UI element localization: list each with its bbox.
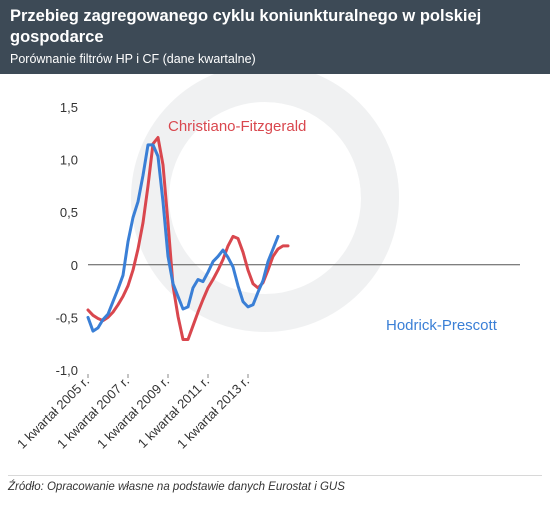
y-tick-label: 0 — [71, 258, 78, 273]
y-tick-label: 1,0 — [60, 153, 78, 168]
x-tick-label: 1 kwartał 2013 r. — [174, 374, 252, 452]
x-tick-label: 1 kwartał 2011 r. — [135, 374, 212, 451]
footer-divider — [8, 475, 542, 476]
chart-title: Przebieg zagregowanego cyklu koniunktura… — [10, 7, 482, 46]
chart-background — [0, 74, 550, 514]
series-label-christiano-fitzgerald: Christiano-Fitzgerald — [168, 118, 306, 135]
x-tick-label: 1 kwartał 2009 r. — [94, 374, 172, 452]
y-axis: -1,0 -0,5 0 0,5 1,0 1,5 — [56, 100, 520, 378]
x-tick-label: 1 kwartał 2005 r. — [14, 374, 92, 452]
y-tick-label: -1,0 — [56, 363, 78, 378]
y-tick-label: 0,5 — [60, 205, 78, 220]
y-tick-label: 1,5 — [60, 100, 78, 115]
series-line-hodrick-prescott — [86, 143, 280, 333]
x-axis: 1 kwartał 2005 r.1 kwartał 2007 r.1 kwar… — [14, 374, 252, 452]
series-line-christiano-fitzgerald — [86, 136, 290, 341]
x-tick-label: 1 kwartał 2007 r. — [54, 374, 132, 452]
series-layer — [86, 136, 290, 341]
chart-subtitle: Porównanie filtrów HP i CF (dane kwartal… — [10, 52, 256, 66]
watermark-logo — [131, 64, 399, 332]
y-tick-label: -0,5 — [56, 310, 78, 325]
source-note: Źródło: Opracowanie własne na podstawie … — [8, 481, 345, 493]
chart-header: Przebieg zagregowanego cyklu koniunktura… — [0, 0, 550, 74]
series-label-hodrick-prescott: Hodrick-Prescott — [386, 317, 498, 334]
